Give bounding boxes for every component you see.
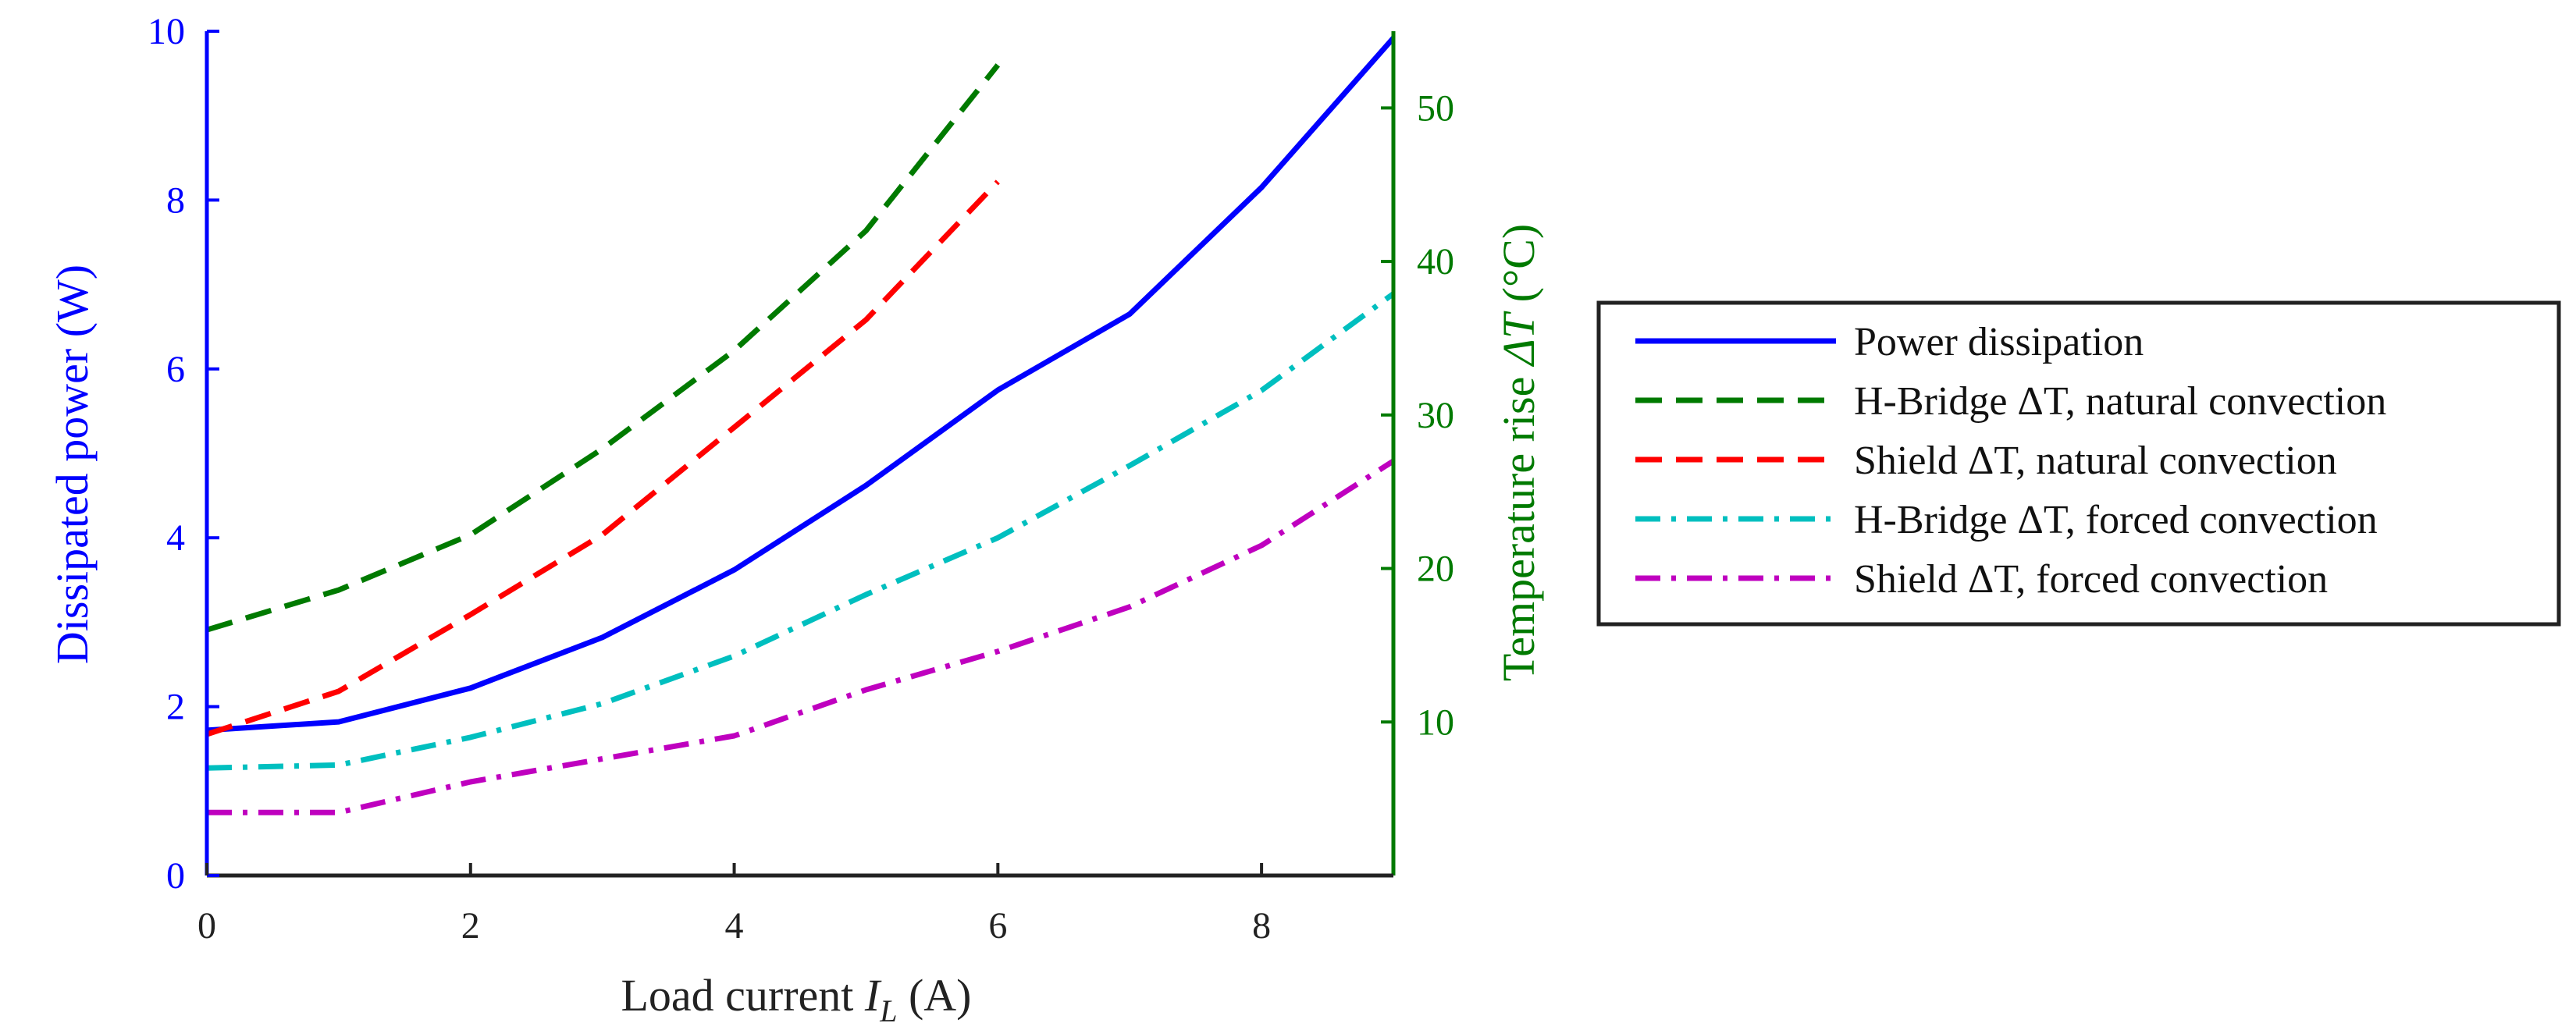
x-tick-label: 0 [197, 905, 216, 947]
y-right-tick-label: 40 [1417, 241, 1454, 282]
x-tick-label: 4 [725, 905, 744, 947]
legend-label-2: H-Bridge ΔT, natural convection [1854, 379, 2386, 424]
y-right-tick-label: 30 [1417, 395, 1454, 436]
legend-label-1: Power dissipation [1854, 320, 2144, 364]
y-right-axis-title: Temperature rise ΔT (°C) [1493, 224, 1544, 681]
y-right-tick-label: 20 [1417, 549, 1454, 590]
y-right-tick-label: 10 [1417, 701, 1454, 743]
y-right-tick-label: 50 [1417, 87, 1454, 129]
x-tick-label: 8 [1252, 905, 1271, 947]
x-tick-label: 6 [988, 905, 1007, 947]
legend-label-4: H-Bridge ΔT, forced convection [1854, 498, 2378, 542]
y-left-tick-label: 10 [148, 11, 185, 52]
y-left-tick-label: 2 [166, 687, 185, 728]
legend-box [1596, 300, 2561, 627]
series-line-5 [207, 458, 1395, 815]
x-axis-title: Load current IL (A) [621, 970, 972, 1028]
series-line-3 [205, 179, 1000, 737]
legend-label-3: Shield ΔT, natural convection [1854, 439, 2337, 483]
y-left-tick-label: 0 [166, 855, 185, 897]
axes-layer: 0 2 4 6 8 10 10 20 30 40 50 0 2 4 6 8 [148, 11, 1454, 947]
y-left-axis-title: Dissipated power (W) [47, 265, 98, 664]
y-left-tick-label: 8 [166, 179, 185, 221]
y-left-tick-label: 4 [166, 517, 185, 559]
series-line-2 [205, 63, 1001, 633]
legend-label-5: Shield ΔT, forced convection [1854, 557, 2328, 602]
legend: Power dissipation H-Bridge ΔT, natural co… [1596, 300, 2561, 627]
y-left-tick-label: 6 [166, 349, 185, 390]
legend-entries: Power dissipation H-Bridge ΔT, natural co… [1635, 320, 2386, 602]
series-layer [205, 36, 1396, 815]
x-tick-label: 2 [461, 905, 480, 947]
series-line-1 [206, 36, 1396, 733]
